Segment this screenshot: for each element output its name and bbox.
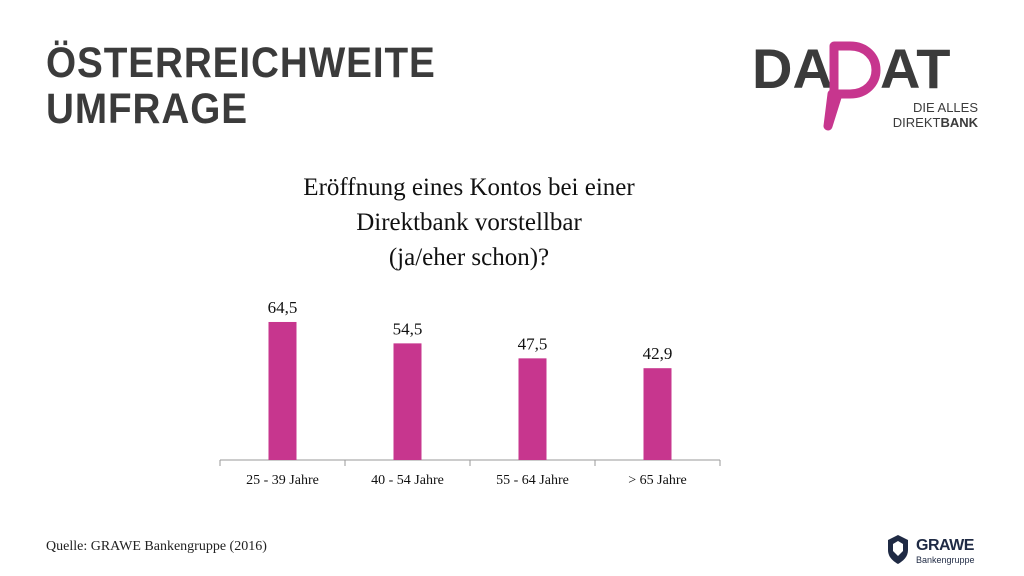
- bar: [268, 321, 297, 460]
- category-label: > 65 Jahre: [628, 473, 686, 488]
- category-label: 40 - 54 Jahre: [371, 473, 444, 488]
- category-labels: 25 - 39 Jahre 40 - 54 Jahre 55 - 64 Jahre >…: [246, 473, 687, 488]
- speech-bubble-d-icon: [823, 41, 881, 131]
- chart-title-line-3: (ja/eher schon)?: [388, 244, 550, 271]
- chart-title: Eröffnung eines Kontos bei einer Direktb…: [219, 170, 719, 275]
- logo-tagline-direkt: DIREKT: [892, 115, 941, 130]
- logo-brand-right: AT: [880, 40, 951, 100]
- bar: [518, 358, 547, 460]
- value-labels: 64,5 54,5 47,5 42,9: [268, 298, 673, 363]
- bars: [268, 321, 672, 460]
- logo-brand-left: DA: [752, 40, 833, 100]
- value-label: 42,9: [643, 344, 673, 363]
- source-note: Quelle: GRAWE Bankengruppe (2016): [46, 539, 267, 554]
- chart-title-line-2: Direktbank vorstellbar: [356, 209, 582, 236]
- value-label: 64,5: [268, 298, 298, 317]
- value-label: 47,5: [518, 334, 548, 353]
- grawe-name: GRAWE: [916, 537, 974, 554]
- logo-tagline-2: DIREKTBANK: [893, 115, 978, 130]
- grawe-logo: [888, 535, 908, 564]
- chart-title-line-1: Eröffnung eines Kontos bei einer: [303, 174, 635, 201]
- grawe-sub: Bankengruppe: [916, 555, 975, 565]
- category-label: 55 - 64 Jahre: [496, 473, 569, 488]
- bar: [393, 343, 422, 460]
- slide-title-line-2: UMFRAGE: [46, 85, 248, 133]
- dadat-logo: DA AT: [752, 40, 951, 131]
- value-label: 54,5: [393, 319, 423, 338]
- slide-title: ÖSTERREICHWEITE UMFRAGE: [46, 40, 436, 132]
- slide-title-line-1: ÖSTERREICHWEITE: [46, 39, 436, 87]
- logo-tagline-bank: BANK: [940, 115, 978, 130]
- logo-tagline-1: DIE ALLES: [912, 100, 978, 115]
- category-label: 25 - 39 Jahre: [246, 473, 319, 488]
- bar: [643, 368, 672, 460]
- x-axis-ticks: [219, 460, 721, 466]
